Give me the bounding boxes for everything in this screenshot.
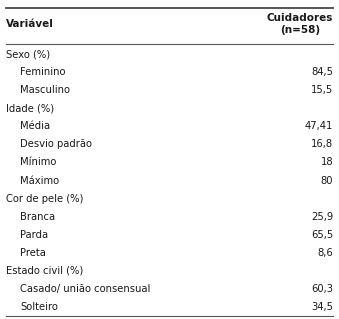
Text: 15,5: 15,5 <box>311 85 333 95</box>
Text: 80: 80 <box>320 175 333 186</box>
Text: Variável: Variável <box>6 19 54 29</box>
Text: Máximo: Máximo <box>20 175 59 186</box>
Text: Idade (%): Idade (%) <box>6 103 54 113</box>
Text: 8,6: 8,6 <box>317 248 333 258</box>
Text: Solteiro: Solteiro <box>20 302 58 312</box>
Text: Cuidadores
(n=58): Cuidadores (n=58) <box>267 13 333 35</box>
Text: 84,5: 84,5 <box>311 67 333 77</box>
Text: Feminino: Feminino <box>20 67 65 77</box>
Text: Sexo (%): Sexo (%) <box>6 49 50 59</box>
Text: 16,8: 16,8 <box>311 139 333 149</box>
Text: 60,3: 60,3 <box>311 284 333 294</box>
Text: Estado civil (%): Estado civil (%) <box>6 266 83 276</box>
Text: Desvio padrão: Desvio padrão <box>20 139 92 149</box>
Text: Parda: Parda <box>20 230 48 240</box>
Text: Casado/ união consensual: Casado/ união consensual <box>20 284 151 294</box>
Text: 65,5: 65,5 <box>311 230 333 240</box>
Text: 18: 18 <box>320 158 333 167</box>
Text: Masculino: Masculino <box>20 85 70 95</box>
Text: Mínimo: Mínimo <box>20 158 56 167</box>
Text: 25,9: 25,9 <box>311 211 333 222</box>
Text: Preta: Preta <box>20 248 46 258</box>
Text: 34,5: 34,5 <box>311 302 333 312</box>
Text: 47,41: 47,41 <box>305 121 333 131</box>
Text: Branca: Branca <box>20 211 55 222</box>
Text: Média: Média <box>20 121 50 131</box>
Text: Cor de pele (%): Cor de pele (%) <box>6 194 83 204</box>
